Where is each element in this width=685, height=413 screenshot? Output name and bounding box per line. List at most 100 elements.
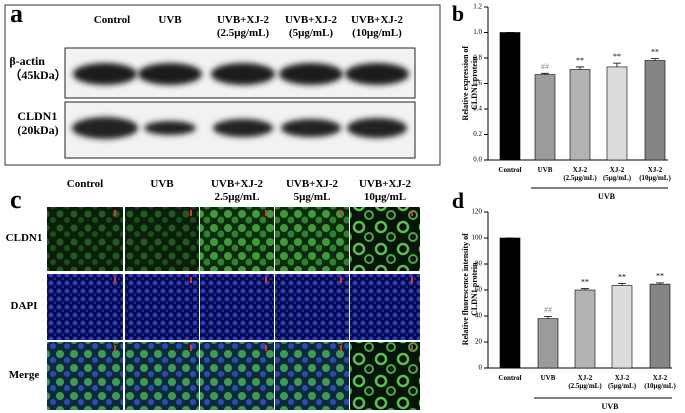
error-bar [541,72,549,75]
micrograph [47,274,123,340]
significance-label: ** [576,56,584,65]
x-tick-label: Control [498,166,522,174]
scale-mark [411,345,413,351]
error-bar [581,288,589,290]
micrograph [200,207,274,271]
x-tick-label: UVB [540,374,556,382]
error-bar [544,316,552,319]
bar [499,237,521,369]
x-tick-label: UVB [537,166,553,174]
scale-mark [190,345,192,351]
bar [644,60,666,161]
bar [537,318,559,369]
band [213,119,273,137]
error-bar [576,66,584,70]
band [211,63,275,85]
scale-mark [340,345,342,351]
row-label: β-actin （45kDa） [9,54,67,82]
column-label: UVB+XJ-2 5μg/mL [285,178,339,203]
group-label: UVB [598,192,616,201]
micrograph [47,207,123,271]
significance-label: ## [541,62,549,71]
significance-label: ** [618,272,626,281]
micrograph [125,207,199,271]
error-bar [656,282,664,285]
micrograph [275,274,349,340]
y-tick-label: 0 [479,364,483,372]
panel-a-frame [4,4,441,166]
x-tick-label: XJ-2 (10μg/mL) [644,374,676,391]
scale-mark [114,345,116,351]
micrographs [47,207,420,410]
scale-mark [411,277,413,283]
bar [499,32,521,161]
band [347,118,407,138]
scale-mark [190,210,192,216]
scale-mark [114,210,116,216]
x-tick-label: XJ-2 (2.5μg/mL) [563,166,597,183]
y-axis-title: Relative fluorescence intensity of CLDN1… [460,233,479,346]
bar [606,66,628,161]
panel-label: b [452,1,464,26]
band [72,117,138,139]
micrograph [275,207,349,271]
band [144,121,196,135]
row-label: DAPI [10,300,38,312]
scale-mark [340,277,342,283]
band [138,63,202,85]
column-label: UVB+XJ-2 10μg/mL [358,178,412,203]
y-tick-label: 40 [475,312,483,320]
significance-label: ** [656,272,664,281]
significance-label: ** [613,52,621,61]
scale-mark [265,277,267,283]
y-axis-title: Relative expression of CLDN1 protein [460,45,479,120]
band [279,63,343,85]
bar [569,69,591,161]
y-tick-label: 80 [475,260,483,268]
bar [574,289,596,369]
row-label: Merge [8,369,40,381]
x-tick-label: XJ-2 (10μg/mL) [639,166,671,183]
micrograph [200,342,274,410]
micrograph [275,342,349,410]
column-label: UVB [158,14,182,26]
scale-mark [265,210,267,216]
error-bar [613,62,621,67]
y-tick-label: 0.2 [473,130,482,138]
y-tick-label: 1.0 [473,28,482,36]
column-label: UVB+XJ-2 (5μg/mL) [284,14,338,39]
error-bar [618,283,626,286]
y-tick-label: 60 [475,286,483,294]
scale-mark [190,277,192,283]
significance-label: ## [544,305,552,314]
y-tick-label: 0.8 [473,54,482,62]
x-tick-label: XJ-2 (5μg/mL) [602,166,632,183]
bar [611,285,633,369]
column-label: UVB+XJ-2 (10μg/mL) [350,14,404,39]
panel-label: d [452,188,464,213]
scale-mark [340,210,342,216]
column-label: UVB+XJ-2 2.5μg/mL [210,178,264,203]
error-bar [651,58,659,61]
band [345,63,409,85]
micrograph [125,274,199,340]
significance-label: ** [581,278,589,287]
row-label: CLDN1 [5,232,43,244]
group-label: UVB [602,402,620,411]
micrograph [350,207,420,271]
y-tick-label: 100 [472,234,483,242]
band [73,63,137,85]
x-tick-label: Control [498,374,522,382]
x-tick-label: XJ-2 (5μg/mL) [607,374,637,391]
scale-mark [265,345,267,351]
y-tick-label: 0.4 [473,105,482,113]
panel-label: c [10,185,22,214]
band [281,119,341,137]
bar [534,74,556,161]
y-tick-label: 0.6 [473,79,482,87]
column-label: Control [66,178,104,190]
micrograph [350,342,420,410]
micrograph [350,274,420,340]
